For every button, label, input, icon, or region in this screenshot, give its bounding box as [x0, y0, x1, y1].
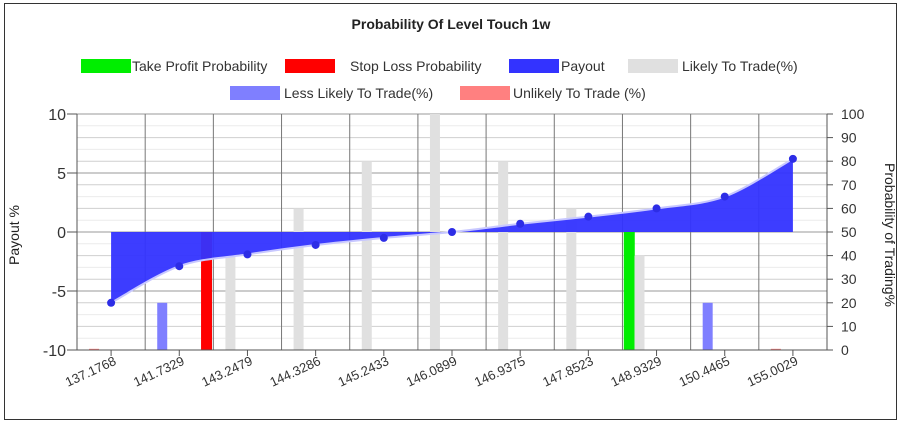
y-left-tick-0: 10: [48, 107, 66, 124]
y-axis-left-title: Payout %: [6, 205, 22, 265]
bar-7: [498, 161, 509, 350]
y-right-tick-7: 30: [841, 271, 857, 287]
bar-11: [702, 302, 713, 350]
bar-9: [623, 232, 635, 350]
legend-label-2: Payout: [561, 58, 605, 74]
legend-swatch-3: [628, 59, 678, 73]
y-left-tick-2: 0: [57, 225, 66, 242]
legend-label-0: Take Profit Probability: [132, 58, 267, 74]
payout-point-8: [652, 204, 661, 213]
payout-point-5: [448, 228, 456, 236]
x-tick-7: 147.8523: [540, 353, 595, 390]
legend-swatch-0: [81, 59, 131, 73]
bar-1: [157, 302, 168, 350]
x-tick-9: 150.4465: [677, 353, 732, 390]
payout-point-6: [516, 219, 525, 228]
y-right-tick-9: 10: [841, 318, 857, 334]
bar-10: [634, 255, 645, 350]
x-tick-10: 155.0029: [745, 353, 800, 390]
x-tick-3: 144.3286: [267, 353, 322, 390]
x-tick-8: 148.9329: [608, 353, 663, 390]
payout-point-1: [175, 262, 184, 271]
x-tick-4: 145.2433: [336, 353, 391, 390]
x-tick-1: 141.7329: [131, 353, 186, 390]
legend-swatch-5: [460, 86, 510, 100]
legend-swatch-2: [509, 59, 559, 73]
y-axis-right-title: Probability of Trading%: [882, 163, 898, 307]
payout-point-10: [788, 154, 797, 163]
y-right-tick-10: 0: [841, 342, 849, 358]
bar-5: [361, 161, 372, 350]
payout-area: [111, 158, 793, 303]
payout-series: [107, 154, 797, 307]
legend-swatch-4: [230, 86, 280, 100]
y-right-tick-3: 70: [841, 177, 857, 193]
x-tick-0: 137.1768: [63, 353, 118, 390]
x-tick-6: 146.9375: [472, 353, 527, 390]
legend-label-3: Likely To Trade(%): [682, 58, 798, 74]
y-left-tick-4: -10: [43, 343, 66, 360]
bar-3: [225, 255, 236, 350]
legend: Take Profit Probability Stop Loss Probabi…: [81, 58, 798, 101]
y-right-tick-8: 20: [841, 295, 857, 311]
payout-point-4: [379, 233, 388, 242]
x-tick-2: 143.2479: [199, 353, 254, 390]
payout-point-3: [311, 240, 320, 249]
chart: Probability Of Level Touch 1w Take Profi…: [6, 16, 898, 390]
legend-label-5: Unlikely To Trade (%): [513, 85, 646, 101]
legend-label-4: Less Likely To Trade(%): [284, 85, 433, 101]
legend-label-1: Stop Loss Probability: [350, 58, 482, 74]
x-tick-5: 146.0899: [404, 353, 459, 390]
y-right-tick-6: 40: [841, 248, 857, 264]
bar-8: [566, 208, 577, 350]
payout-point-0: [107, 298, 116, 307]
legend-swatch-1: [285, 59, 335, 73]
y-left-tick-1: 5: [57, 166, 66, 183]
y-right-tick-0: 100: [841, 106, 865, 122]
payout-point-2: [243, 250, 252, 259]
payout-point-9: [720, 192, 729, 201]
y-right-tick-2: 80: [841, 153, 857, 169]
y-right-tick-5: 50: [841, 224, 857, 240]
bar-2: [201, 232, 213, 350]
chart-title: Probability Of Level Touch 1w: [352, 16, 551, 32]
bar-4: [293, 208, 304, 350]
chart-frame: Probability Of Level Touch 1w Take Profi…: [4, 3, 898, 420]
y-right-tick-4: 60: [841, 200, 857, 216]
payout-point-7: [584, 212, 593, 221]
y-left-tick-3: -5: [52, 284, 66, 301]
y-right-tick-1: 90: [841, 130, 857, 146]
